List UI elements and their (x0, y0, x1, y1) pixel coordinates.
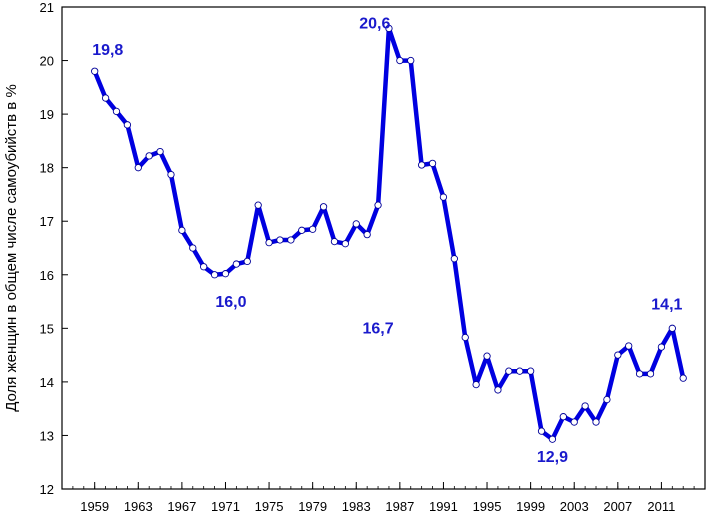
data-point (221, 270, 230, 278)
x-tick-label: 1975 (255, 499, 284, 514)
data-point (581, 402, 589, 410)
data-point (614, 351, 622, 359)
data-point (657, 343, 666, 351)
data-point (319, 203, 328, 211)
data-point (603, 395, 611, 404)
annotations: 19,8 20,6 16,7 16,0 12,9 14,1 (92, 15, 682, 466)
data-point (461, 333, 469, 342)
data-point (298, 226, 306, 234)
data-point (341, 240, 350, 248)
y-tick-label: 14 (40, 375, 54, 390)
data-point (167, 170, 175, 179)
data-point (232, 260, 241, 268)
y-tick-label: 13 (40, 428, 54, 443)
data-point (625, 342, 633, 350)
data-point (265, 238, 273, 247)
data-point (330, 237, 339, 246)
x-axis: 1959 1963 1967 1971 1975 1979 1983 1987 1991 1995… (72, 482, 695, 514)
x-tick-label: 2003 (560, 499, 589, 514)
data-point (483, 352, 491, 360)
data-point (276, 236, 284, 244)
x-tick-label: 1983 (342, 499, 371, 514)
y-tick-label: 20 (40, 54, 54, 69)
y-tick-label: 15 (40, 321, 54, 336)
data-point (156, 147, 164, 156)
data-point (417, 161, 426, 169)
data-point (178, 226, 186, 234)
data-point (200, 263, 208, 271)
data-point (352, 220, 360, 228)
data-point (254, 201, 262, 209)
data-point (396, 56, 404, 65)
y-axis: 12 13 14 15 16 17 18 19 20 21 (40, 0, 68, 497)
data-point (385, 24, 393, 33)
data-point (189, 244, 197, 252)
series-markers (91, 24, 687, 443)
x-tick-label: 1999 (516, 499, 545, 514)
y-tick-label: 19 (40, 107, 54, 122)
value-annotation: 20,6 (359, 15, 390, 32)
data-point (112, 107, 121, 116)
data-point (646, 370, 655, 378)
data-point (374, 201, 382, 209)
y-tick-label: 21 (40, 0, 54, 15)
x-tick-label: 1979 (298, 499, 327, 514)
data-point (407, 56, 415, 65)
x-tick-label: 1967 (167, 499, 196, 514)
y-tick-label: 12 (40, 482, 54, 497)
data-point (537, 427, 546, 435)
x-tick-label: 2007 (603, 499, 632, 514)
data-point (123, 121, 132, 129)
data-point (548, 435, 557, 443)
y-tick-label: 18 (40, 161, 54, 176)
y-axis-label: Доля женщин в общем числе самоубийств в … (3, 84, 20, 412)
x-tick-label: 1987 (385, 499, 414, 514)
data-point (101, 94, 110, 102)
value-annotation: 16,0 (215, 294, 246, 311)
data-point (439, 193, 448, 201)
data-point (559, 413, 567, 421)
data-point (505, 367, 513, 375)
data-point (516, 367, 524, 375)
x-tick-label: 1963 (124, 499, 153, 514)
x-tick-label: 1971 (211, 499, 240, 514)
data-point (679, 374, 687, 382)
x-tick-label: 1959 (80, 499, 109, 514)
data-point (363, 230, 371, 239)
data-point (309, 225, 317, 233)
data-point (210, 271, 219, 279)
y-tick-label: 17 (40, 214, 54, 229)
x-tick-label: 1995 (473, 499, 502, 514)
data-point (243, 257, 251, 266)
x-tick-label: 1991 (429, 499, 458, 514)
data-point (526, 367, 535, 375)
value-annotation: 14,1 (651, 297, 682, 314)
value-annotation: 16,7 (362, 321, 393, 338)
data-point (668, 324, 676, 332)
data-point (91, 67, 99, 75)
data-point (145, 152, 153, 160)
data-point (450, 255, 458, 263)
data-point (570, 418, 578, 426)
data-point (494, 386, 502, 394)
plot-frame (61, 6, 706, 490)
y-tick-label: 16 (40, 268, 54, 283)
data-point (472, 380, 480, 389)
value-annotation: 19,8 (92, 42, 123, 59)
data-point (635, 370, 644, 378)
data-point (287, 236, 295, 244)
value-annotation: 12,9 (537, 449, 568, 466)
x-tick-label: 2011 (647, 499, 675, 514)
data-point (592, 418, 600, 426)
data-point (134, 164, 142, 172)
data-point (428, 159, 437, 168)
